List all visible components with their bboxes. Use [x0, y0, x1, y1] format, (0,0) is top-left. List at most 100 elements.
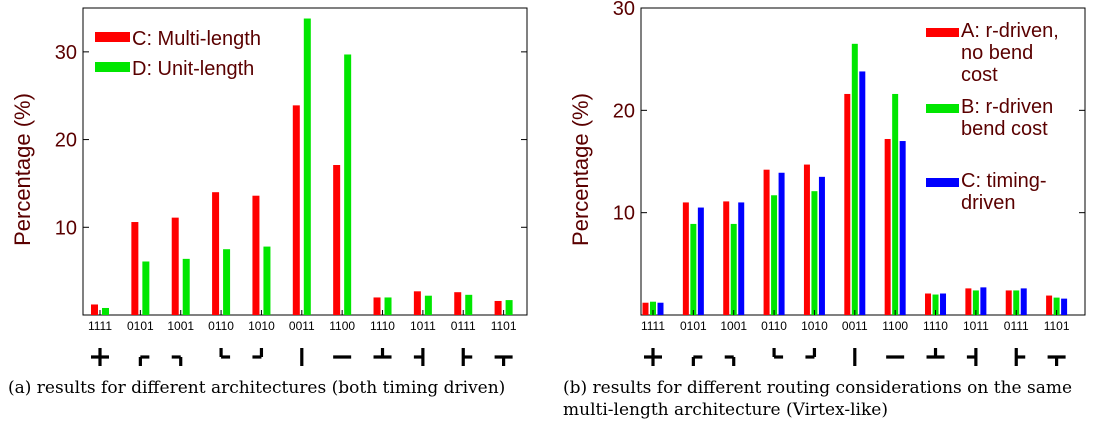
bar-1100-2 [344, 54, 352, 315]
legend-label-2: D: Unit-length [132, 58, 254, 80]
x-tick-label: 1100 [882, 319, 908, 333]
legend-swatch-3 [926, 178, 959, 187]
legend-label-3-line-2: driven [961, 192, 1015, 214]
x-tick-label: 1110 [370, 319, 395, 333]
bar-1101-1 [1046, 295, 1053, 315]
switch-symbol-0110 [219, 348, 231, 359]
bar-0101-1 [682, 202, 689, 315]
bar-1101-2 [505, 300, 513, 315]
switch-symbol-1110 [373, 348, 392, 359]
chart-panel-b: 10 20 30 Percentage (%) 1111 0101 1001 0110 1010… [568, 0, 1086, 366]
switch-symbol-1110 [926, 348, 945, 359]
bar-1010-1 [803, 164, 810, 315]
x-tick-label: 1010 [248, 319, 275, 333]
x-tick-label: 0011 [289, 319, 315, 333]
y-axis-label: Percentage (%) [568, 93, 593, 246]
bar-1010-2 [263, 246, 271, 315]
bar-1010-2 [811, 191, 818, 315]
bar-1101-2 [1053, 297, 1060, 315]
legend-label-2-line-2: bend cost [961, 118, 1048, 140]
bar-1100-1 [333, 165, 341, 315]
switch-symbol-0111 [1014, 348, 1026, 366]
bar-0111-1 [454, 292, 462, 315]
x-tick-label: 1110 [923, 319, 948, 333]
switch-symbol-1101 [1047, 355, 1066, 366]
bar-1110-3 [940, 293, 947, 315]
x-tick-label: 1011 [963, 319, 989, 333]
y-tick-label: 20 [55, 130, 77, 152]
bar-0110-2 [771, 195, 778, 315]
bar-0110-1 [763, 169, 770, 315]
switch-symbol-0101 [691, 355, 703, 366]
x-tick-label: 1111 [88, 319, 112, 333]
switch-symbol-0110 [772, 348, 784, 359]
bar-0011-2 [851, 43, 858, 316]
y-tick-label: 20 [613, 100, 635, 122]
bar-1001-2 [182, 258, 190, 315]
x-tick-label: 1011 [410, 319, 436, 333]
x-tick-label: 1010 [801, 319, 828, 333]
legend-swatch-2 [926, 104, 959, 113]
x-tick-label: 0011 [842, 319, 868, 333]
bar-1111-1 [642, 302, 649, 315]
bar-0011-1 [292, 105, 300, 315]
legend-label-3-line-1: C: timing- [961, 170, 1047, 192]
bar-1110-1 [373, 297, 381, 315]
x-tick-label: 0110 [761, 319, 787, 333]
bar-1110-2 [932, 294, 939, 315]
switch-symbol-1010 [805, 348, 817, 359]
switch-symbol-1111 [644, 348, 662, 366]
switch-symbol-1011 [413, 348, 425, 366]
chart-panel-a: 10 20 30 Percentage (%) 1111 0101 1001 0110 1010… [10, 7, 528, 366]
caption-a: (a) results for different architectures … [8, 378, 506, 398]
bar-1011-1 [413, 291, 421, 315]
x-tick-label: 1101 [491, 319, 517, 333]
legend: C: Multi-length D: Unit-length [95, 28, 261, 80]
legend-swatch-1 [926, 28, 959, 37]
bar-0101-2 [690, 223, 697, 315]
bar-0111-2 [1013, 290, 1020, 315]
switch-symbol-1001 [724, 355, 736, 366]
x-tick-label: 0101 [127, 319, 154, 333]
bar-1111-1 [91, 304, 98, 315]
bar-0111-2 [465, 294, 473, 315]
switch-symbol-0111 [461, 348, 473, 366]
x-tick-label: 1001 [167, 319, 194, 333]
x-tick-label: 1101 [1044, 319, 1070, 333]
legend-swatch-1 [95, 32, 130, 42]
bar-0011-2 [303, 18, 311, 315]
bar-1111-3 [657, 302, 664, 315]
bar-1111-2 [102, 307, 109, 315]
bar-0111-3 [1020, 288, 1027, 315]
bar-1111-2 [650, 301, 656, 315]
x-tick-label: 0101 [680, 319, 707, 333]
bar-0011-1 [844, 93, 851, 316]
bar-1101-1 [494, 300, 502, 315]
switch-symbol-1010 [252, 348, 264, 359]
switch-symbol-1001 [171, 355, 183, 366]
legend-label-1: C: Multi-length [132, 28, 261, 50]
legend-label-2-line-1: B: r-driven [961, 96, 1053, 118]
bar-0101-3 [697, 207, 704, 315]
bar-0011-3 [859, 71, 866, 316]
bar-1100-3 [899, 141, 906, 315]
bar-0110-2 [223, 249, 231, 315]
bar-1010-1 [252, 195, 260, 315]
x-tick-label: 1100 [329, 319, 355, 333]
bar-1110-2 [384, 297, 392, 315]
legend-swatch-2 [95, 62, 130, 72]
bar-0110-1 [212, 192, 220, 315]
y-tick-label: 10 [55, 217, 77, 239]
bar-1011-1 [965, 288, 972, 315]
bar-0110-3 [778, 172, 785, 315]
legend-label-1-line-1: A: r-driven, [961, 20, 1059, 42]
switch-symbol-1111 [91, 348, 109, 366]
y-tick-label: 30 [613, 0, 635, 20]
bar-1100-1 [884, 138, 891, 315]
bar-1001-2 [730, 223, 737, 315]
bar-0101-1 [131, 222, 139, 315]
bar-1010-3 [818, 176, 825, 315]
legend-label-1-line-3: cost [961, 64, 998, 86]
bar-0111-1 [1005, 290, 1012, 315]
bar-1001-1 [723, 201, 730, 315]
